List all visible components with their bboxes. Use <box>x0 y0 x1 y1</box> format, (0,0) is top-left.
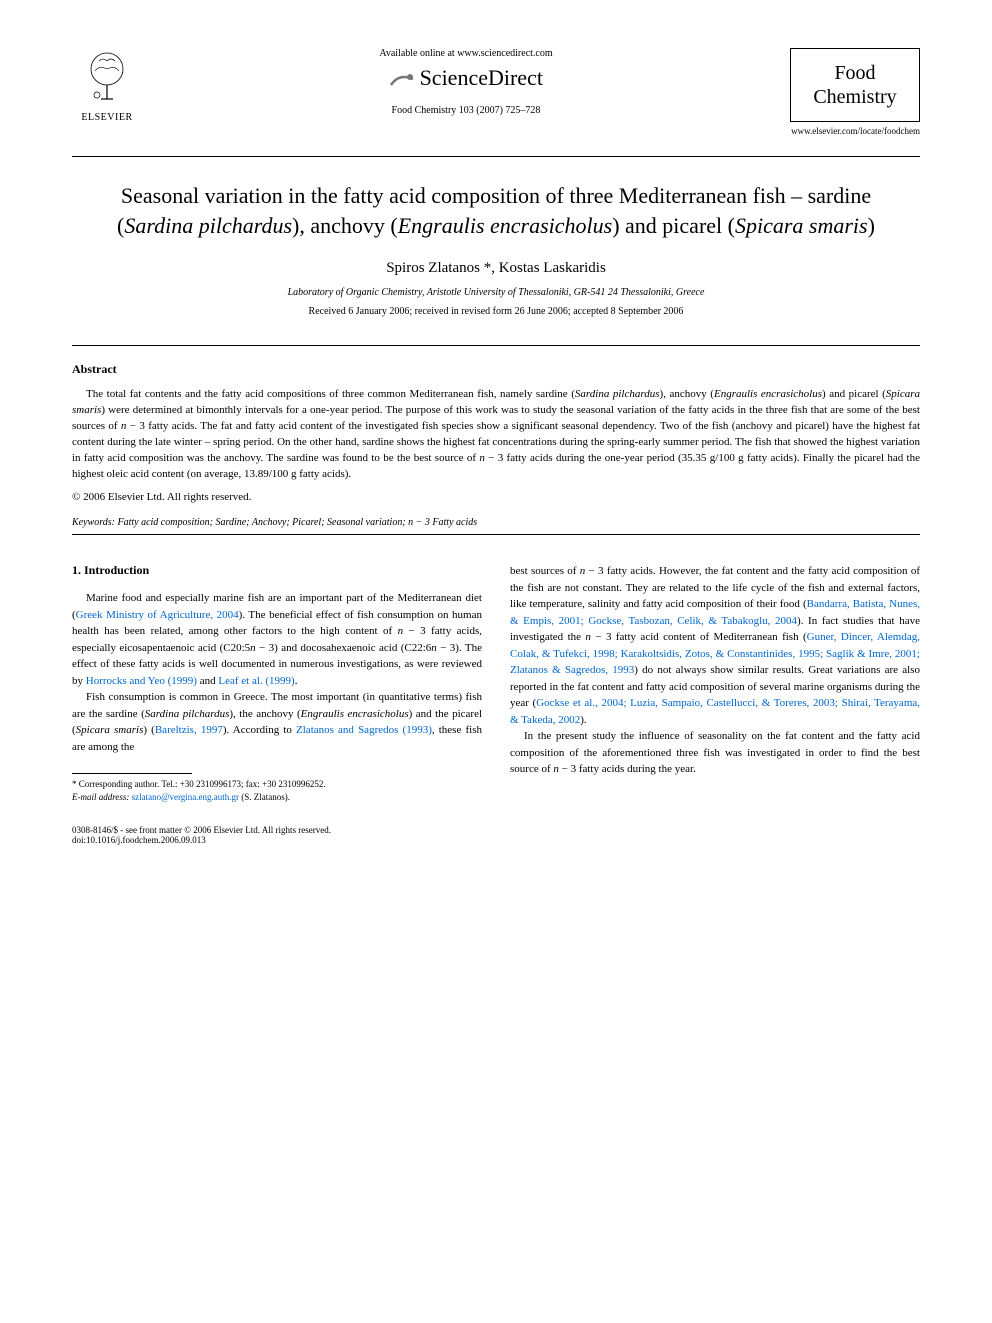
two-column-body: 1. Introduction Marine food and especial… <box>72 563 920 803</box>
body-paragraph: best sources of n − 3 fatty acids. Howev… <box>510 563 920 728</box>
footnote-email-label: E-mail address: <box>72 792 129 802</box>
keywords-text: Fatty acid composition; Sardine; Anchovy… <box>117 517 477 528</box>
journal-box: Food Chemistry <box>790 48 920 122</box>
journal-name-line1: Food <box>801 61 909 85</box>
body-paragraph: Marine food and especially marine fish a… <box>72 590 482 689</box>
left-column: 1. Introduction Marine food and especial… <box>72 563 482 803</box>
footnote-email[interactable]: szlatano@vergina.eng.auth.gr <box>132 792 239 802</box>
footer-issn-line: 0308-8146/$ - see front matter © 2006 El… <box>72 825 331 835</box>
sciencedirect-text: ScienceDirect <box>420 65 543 90</box>
body-paragraph: Fish consumption is common in Greece. Th… <box>72 689 482 755</box>
elsevier-tree-icon <box>83 51 131 110</box>
affiliation: Laboratory of Organic Chemistry, Aristot… <box>72 287 920 298</box>
center-header: Available online at www.sciencedirect.co… <box>142 48 790 116</box>
journal-name-line2: Chemistry <box>801 85 909 109</box>
footnote-tel-fax: * Corresponding author. Tel.: +30 231099… <box>72 778 482 791</box>
available-online-text: Available online at www.sciencedirect.co… <box>142 48 790 59</box>
abstract-bottom-rule <box>72 534 920 535</box>
footer-row: 0308-8146/$ - see front matter © 2006 El… <box>72 825 920 845</box>
abstract-top-rule <box>72 345 920 346</box>
journal-reference: Food Chemistry 103 (2007) 725–728 <box>142 105 790 116</box>
elsevier-name: ELSEVIER <box>81 112 132 123</box>
abstract-text: The total fat contents and the fatty aci… <box>72 387 920 483</box>
journal-url: www.elsevier.com/locate/foodchem <box>790 126 920 136</box>
right-column: best sources of n − 3 fatty acids. Howev… <box>510 563 920 803</box>
footer-left: 0308-8146/$ - see front matter © 2006 El… <box>72 825 331 845</box>
footnote-separator <box>72 773 192 774</box>
keywords: Keywords: Fatty acid composition; Sardin… <box>72 517 920 528</box>
footer-doi-line: doi:10.1016/j.foodchem.2006.09.013 <box>72 835 331 845</box>
sciencedirect-swoosh-icon <box>389 69 420 89</box>
abstract-copyright: © 2006 Elsevier Ltd. All rights reserved… <box>72 491 920 503</box>
authors: Spiros Zlatanos *, Kostas Laskaridis <box>72 260 920 277</box>
body-paragraph: In the present study the influence of se… <box>510 728 920 778</box>
header-row: ELSEVIER Available online at www.science… <box>72 48 920 144</box>
article-title: Seasonal variation in the fatty acid com… <box>72 181 920 240</box>
footnote-email-suffix: (S. Zlatanos). <box>241 792 290 802</box>
elsevier-logo: ELSEVIER <box>72 48 142 126</box>
corresponding-author-footnote: * Corresponding author. Tel.: +30 231099… <box>72 778 482 803</box>
journal-box-wrapper: Food Chemistry www.elsevier.com/locate/f… <box>790 48 920 144</box>
section-heading-introduction: 1. Introduction <box>72 563 482 578</box>
abstract-label: Abstract <box>72 362 920 377</box>
keywords-label: Keywords: <box>72 517 115 528</box>
sciencedirect-logo: ScienceDirect <box>142 65 790 91</box>
footnote-email-line: E-mail address: szlatano@vergina.eng.aut… <box>72 791 482 804</box>
header-rule <box>72 156 920 157</box>
received-dates: Received 6 January 2006; received in rev… <box>72 306 920 317</box>
